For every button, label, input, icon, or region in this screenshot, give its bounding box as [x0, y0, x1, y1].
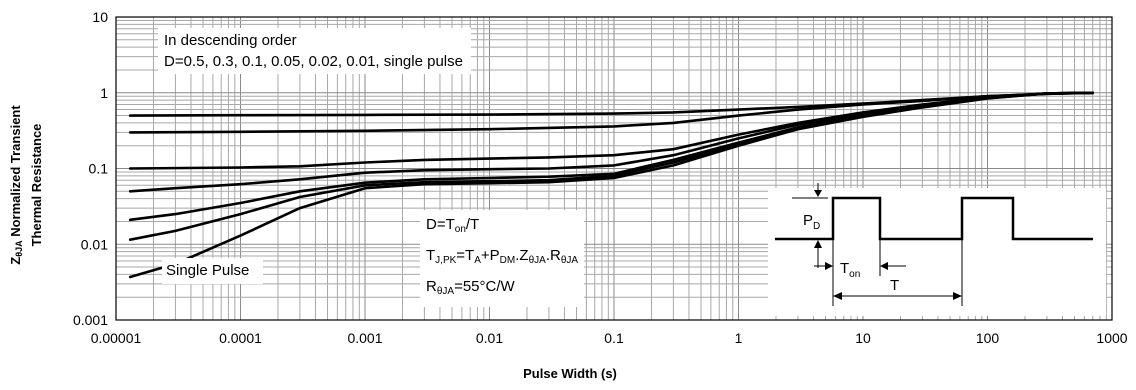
- period-label: T: [890, 277, 899, 294]
- x-tick-label: 0.00001: [91, 330, 142, 346]
- pd-label: PD: [803, 212, 820, 232]
- plot-frame: [115, 16, 1113, 321]
- legend-line-1: In descending order: [164, 32, 297, 49]
- thermal-resistance-equation: RθJA=55°C/W: [426, 278, 515, 297]
- y-tick-labels: 0.001 0.01 0.1 1 10: [73, 9, 108, 328]
- ton-label: Ton: [840, 260, 860, 280]
- period-arrowhead-right: [953, 292, 962, 300]
- y-tick-label: 0.01: [81, 236, 108, 252]
- y-axis-title: ZθJA Normalized Transient Thermal Resist…: [4, 65, 48, 305]
- pulse-waveform-inset: PD Ton T: [768, 183, 1106, 316]
- y-axis-title-line-2: Thermal Resistance: [29, 123, 44, 247]
- legend-box: In descending order D=0.5, 0.3, 0.1, 0.0…: [158, 28, 471, 74]
- x-tick-labels: 0.00001 0.0001 0.001 0.01 0.1 1 10 100 1000: [91, 330, 1128, 346]
- x-tick-label: 0.1: [604, 330, 624, 346]
- inset-background: [768, 188, 1106, 316]
- y-tick-label: 1: [100, 85, 108, 101]
- x-tick-label: 1: [735, 330, 743, 346]
- y-axis-title-line-1: ZθJA Normalized Transient: [8, 105, 24, 265]
- x-tick-label: 100: [976, 330, 1000, 346]
- single-pulse-label: Single Pulse: [162, 258, 264, 284]
- junction-temp-equation: TJ,PK=TA+PDM.ZθJA.RθJA: [426, 247, 579, 266]
- ton-right-arrowhead: [880, 262, 888, 270]
- curves-group: [128, 91, 1094, 279]
- x-axis-title: Pulse Width (s): [523, 366, 617, 381]
- pd-upper-arrowhead: [814, 190, 822, 197]
- x-tick-label: 0.001: [347, 330, 382, 346]
- curve-7: [128, 91, 1094, 279]
- y-tick-label: 0.1: [89, 161, 109, 177]
- equations-box: D=Ton/T TJ,PK=TA+PDM.ZθJA.RθJA RθJA=55°C…: [420, 210, 585, 307]
- period-arrowhead-left: [833, 292, 842, 300]
- pd-lower-arrowhead: [814, 240, 822, 248]
- x-tick-label: 0.0001: [219, 330, 262, 346]
- duty-cycle-equation: D=Ton/T: [426, 216, 480, 235]
- legend-line-2: D=0.5, 0.3, 0.1, 0.05, 0.02, 0.01, singl…: [164, 53, 463, 70]
- x-tick-label: 1000: [1096, 330, 1127, 346]
- ton-left-arrowhead: [825, 262, 833, 270]
- pulse-waveform-line: [775, 196, 1093, 241]
- x-tick-label: 10: [855, 330, 871, 346]
- y-tick-label: 10: [92, 9, 108, 25]
- x-tick-label: 0.01: [476, 330, 503, 346]
- y-tick-label: 0.001: [73, 312, 108, 328]
